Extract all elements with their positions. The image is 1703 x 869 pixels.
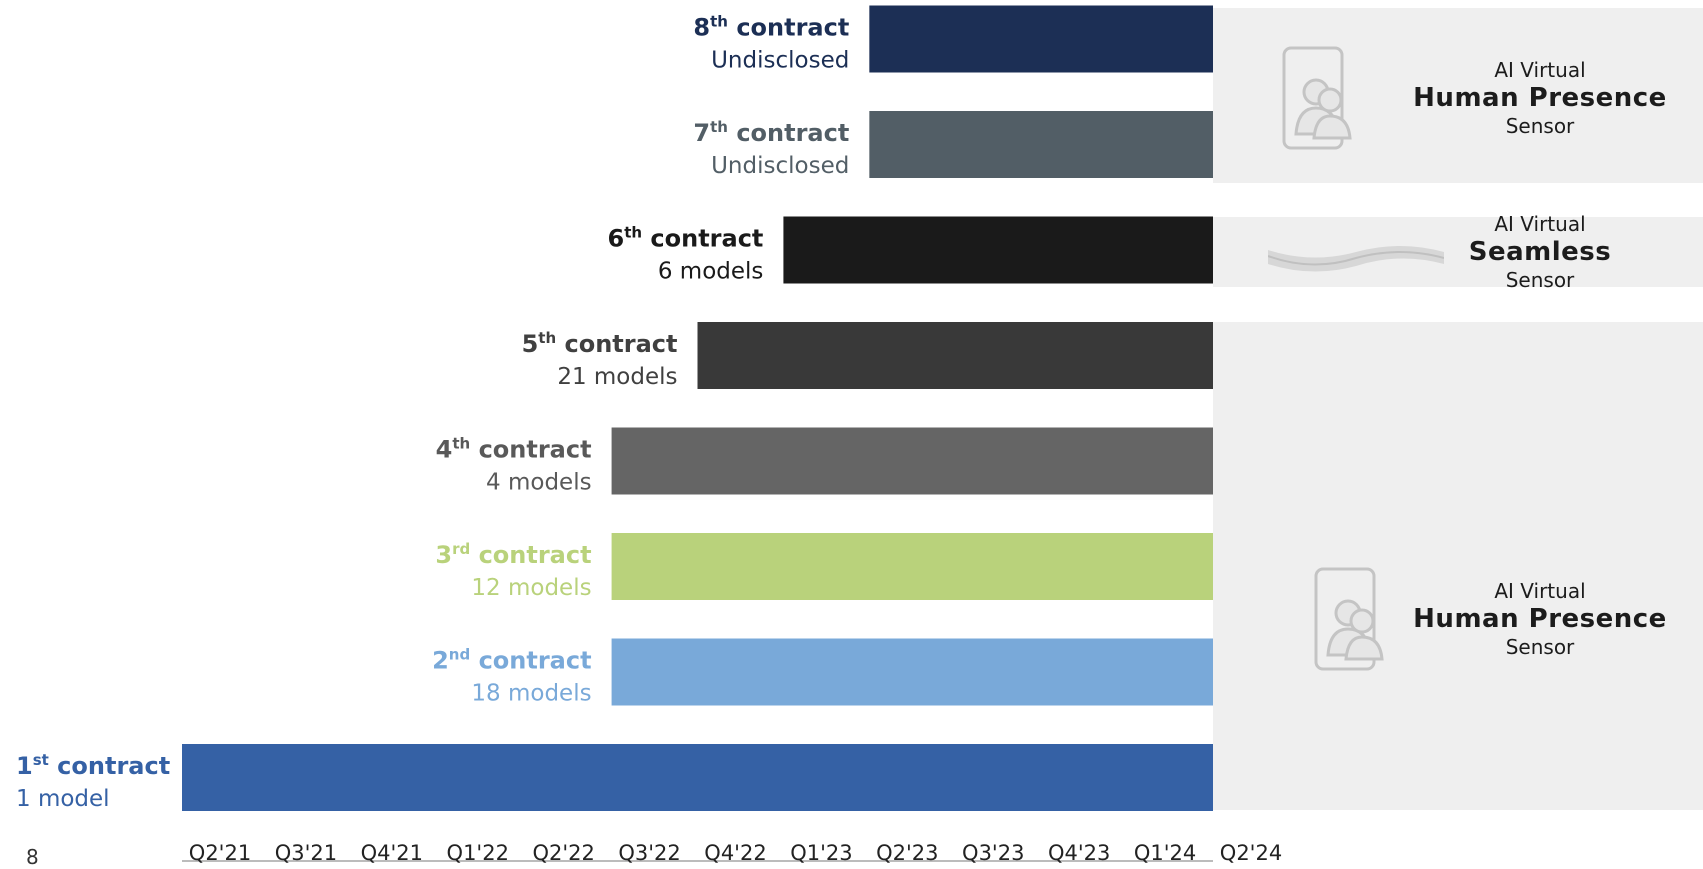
bar-contract-7 [869,111,1213,178]
bar-label-contract-4: 4th contract [436,435,592,464]
person-phone-icon [1282,46,1352,150]
x-tick-label: Q4'21 [361,841,423,864]
bar-label-contract-6: 6th contract [607,224,763,253]
bar-contract-5 [697,322,1213,389]
bar-label-contract-2: 2nd contract [432,646,591,675]
x-tick-label: Q2'22 [532,841,594,864]
person-phone-icon [1314,567,1384,671]
category-line3: Sensor [1505,268,1575,292]
bar-detail-contract-4: 4 models [486,470,592,496]
bar-detail-contract-8: Undisclosed [711,48,849,74]
bar-contract-3 [611,533,1213,600]
category-panel-bottom [1213,322,1703,810]
category-panel-top [1213,8,1703,183]
category-label-top: AI Virtual Human Presence Sensor [1340,58,1703,138]
category-line1: AI Virtual [1494,579,1586,603]
x-tick-label: Q4'23 [1048,841,1110,864]
category-line2: Human Presence [1413,83,1667,113]
x-tick-label: Q3'23 [962,841,1024,864]
x-tick-label: Q1'23 [790,841,852,864]
bar-label-contract-5: 5th contract [522,329,678,358]
bar-contract-2 [611,638,1213,706]
x-tick-label: Q2'24 [1220,841,1282,864]
bar-contract-1 [182,744,1213,811]
x-tick-label: Q1'24 [1134,841,1196,864]
category-line1: AI Virtual [1494,212,1586,236]
bar-detail-contract-6: 6 models [658,259,764,285]
bar-label-contract-1: 1st contract [16,751,170,780]
x-tick-label: Q3'22 [618,841,680,864]
bar-detail-contract-2: 18 models [471,681,591,707]
bar-contract-6 [783,216,1213,284]
wave-band-icon [1268,246,1444,272]
category-line1: AI Virtual [1494,58,1586,82]
bar-contract-8 [869,5,1213,73]
bar-detail-contract-5: 21 models [557,364,677,390]
bar-detail-contract-3: 12 models [471,575,591,601]
category-line2: Human Presence [1413,604,1667,634]
bar-label-contract-3: 3rd contract [435,540,591,569]
category-label-bottom: AI Virtual Human Presence Sensor [1340,579,1703,659]
bar-detail-contract-7: Undisclosed [711,153,849,179]
bar-contract-4 [611,427,1213,495]
bar-detail-contract-1: 1 model [16,786,110,812]
x-tick-label: Q4'22 [704,841,766,864]
category-panel-mid [1213,217,1703,287]
category-line3: Sensor [1505,635,1575,659]
category-label-mid: AI Virtual Seamless Sensor [1340,212,1703,292]
page-number: 8 [26,845,39,869]
category-line3: Sensor [1505,114,1575,138]
x-tick-label: Q2'21 [189,841,251,864]
x-tick-label: Q1'22 [447,841,509,864]
x-tick-label: Q3'21 [275,841,337,864]
bar-label-contract-8: 8th contract [693,13,849,42]
bar-label-contract-7: 7th contract [693,118,849,147]
category-line2: Seamless [1468,237,1612,267]
x-tick-label: Q2'23 [876,841,938,864]
